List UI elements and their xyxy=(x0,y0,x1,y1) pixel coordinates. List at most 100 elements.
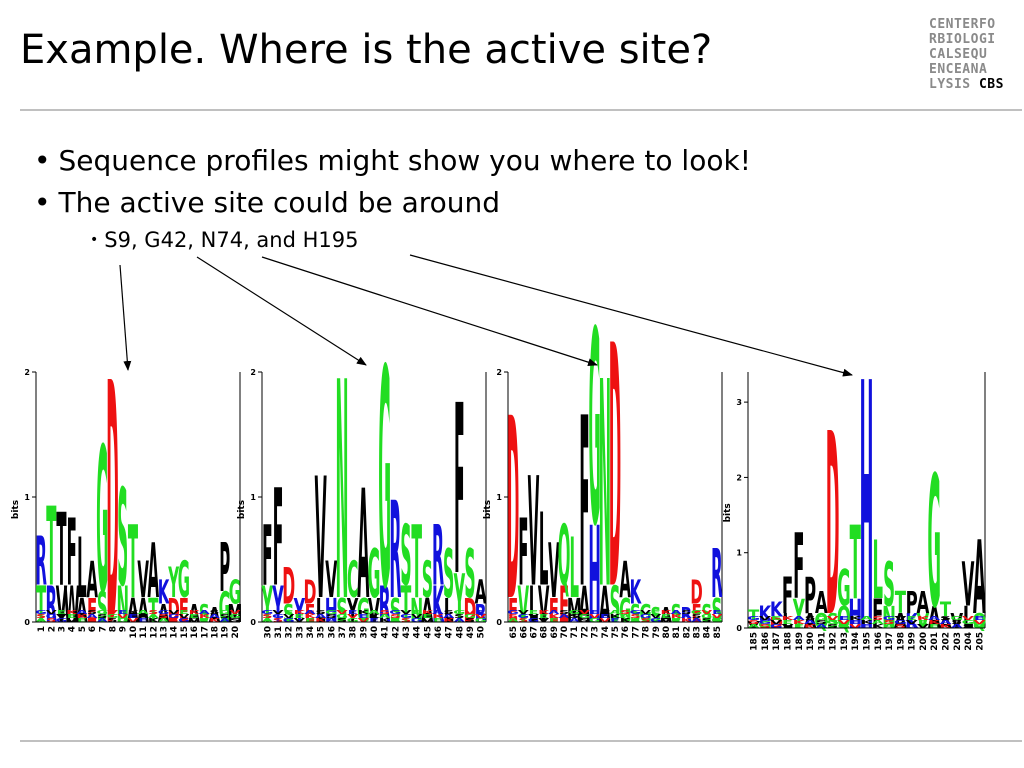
logo-letter-small: V xyxy=(589,613,601,620)
logo-letter-small: K xyxy=(939,623,952,629)
logo-letter: N xyxy=(410,593,423,631)
logo-letter: S xyxy=(336,593,347,631)
logo-letter-small: A xyxy=(569,617,581,624)
logo-letter: G xyxy=(837,558,851,617)
logo-letter-small: K xyxy=(209,617,221,623)
x-tick-label: 18 xyxy=(211,626,221,639)
logo-letter: A xyxy=(421,593,433,631)
logo-letter-small: A xyxy=(368,609,380,615)
logo-letter-small: A xyxy=(97,617,109,623)
logo-letter-small: E xyxy=(67,613,77,619)
logo-letter: D xyxy=(690,574,702,613)
x-tick-label: 20 xyxy=(231,626,241,639)
logo-letter-small: S xyxy=(559,609,569,616)
y-tick-label: 2 xyxy=(496,368,502,377)
logo-letter-small: S xyxy=(465,617,476,623)
x-tick-label: 9 xyxy=(119,626,129,632)
logo-letter-small: K xyxy=(928,619,941,625)
logo-letter: G xyxy=(368,536,381,613)
logo-letter: G xyxy=(96,406,108,639)
logo-letter-small: G xyxy=(579,613,591,620)
sub-bullet-text: S9, G42, N74, and H195 xyxy=(104,228,359,252)
x-tick-label: 199 xyxy=(908,632,918,651)
x-tick-label: 76 xyxy=(621,626,631,639)
x-tick-label: 1 xyxy=(37,626,47,632)
logo-letter-small: E xyxy=(539,613,549,620)
logo-letter: A xyxy=(973,519,986,636)
logo-letter-small: K xyxy=(860,619,873,625)
x-tick-label: 191 xyxy=(817,632,827,651)
logo-letter-small: E xyxy=(651,609,661,616)
logo-letter-small: V xyxy=(107,609,119,615)
logo-letter: A xyxy=(579,576,591,634)
logo-letter-small: V xyxy=(294,617,306,623)
logo-letter-small: K xyxy=(66,609,78,615)
logo-letter-small: A xyxy=(76,609,88,615)
logo-letter: Y xyxy=(453,561,465,638)
logo-letter-small: E xyxy=(793,623,804,629)
logo-letter-small: K xyxy=(138,613,150,619)
logo-letter-small: G xyxy=(838,623,851,629)
logo-letter-small: G xyxy=(905,623,918,629)
logo-letter-small: V xyxy=(538,617,550,624)
x-tick-label: 43 xyxy=(402,626,412,639)
logo-letter: F xyxy=(782,566,793,625)
logo-letter: S xyxy=(883,551,895,621)
logo-letter-small: E xyxy=(974,615,985,621)
logo-letter: V xyxy=(368,593,380,631)
logo-letter: L xyxy=(529,576,538,634)
logo-letter-small: V xyxy=(168,609,180,615)
logo-letter-small: A xyxy=(748,623,760,629)
logo-letter: A xyxy=(86,551,98,609)
logo-letter-small: E xyxy=(782,619,793,625)
logo-letter: V xyxy=(747,619,760,631)
x-tick-label: 14 xyxy=(170,626,180,639)
logo-letter-small: S xyxy=(169,617,179,623)
x-tick-label: 12 xyxy=(149,626,159,639)
logo-letter-small: G xyxy=(894,619,907,625)
logo-letter: L xyxy=(782,611,793,634)
logo-letter: G xyxy=(178,551,190,609)
logo-letter: A xyxy=(928,599,941,635)
x-tick-label: 65 xyxy=(509,626,519,639)
logo-letter: T xyxy=(401,576,412,634)
logo-letter-small: E xyxy=(850,619,861,625)
logo-letter-small: K xyxy=(620,617,632,624)
logo-letter-small: V xyxy=(973,619,985,625)
logo-letter-small: E xyxy=(369,617,379,623)
logo-letter: R xyxy=(475,599,487,628)
x-tick-label: 72 xyxy=(580,626,590,639)
footer-divider xyxy=(20,740,1022,742)
logo-letter-small: S xyxy=(97,613,107,619)
logo-letter-small: S xyxy=(827,623,838,629)
logo-letter: R xyxy=(711,536,722,613)
logo-letter-small: S xyxy=(46,617,56,623)
logo-letter: L xyxy=(77,520,87,617)
logo-letter: A xyxy=(939,614,953,632)
logo-letter-small: G xyxy=(962,619,975,625)
logo-letter: A xyxy=(137,592,149,631)
logo-letter: R xyxy=(432,508,444,605)
logo-letter-small: V xyxy=(894,615,906,621)
logo-letter: T xyxy=(128,505,138,621)
logo-letter-small: E xyxy=(57,609,67,615)
logo-letter-small: K xyxy=(148,617,160,623)
logo-letter: C xyxy=(347,551,358,609)
logo-letter: E xyxy=(87,592,97,631)
logo-letter: S xyxy=(443,536,454,613)
logo-letter: A xyxy=(158,599,170,628)
logo-letter-small: V xyxy=(579,609,591,616)
logo-letter: Y xyxy=(293,593,306,631)
logo-letter-small: A xyxy=(804,619,816,625)
logo-letter-small: G xyxy=(347,617,359,623)
logo-letter: E xyxy=(559,576,569,634)
logo-letter-small: S xyxy=(508,613,518,620)
logo-letter: E xyxy=(691,599,701,628)
x-tick-label: 39 xyxy=(359,626,369,639)
logo-letter: H xyxy=(848,593,862,639)
logo-letter: T xyxy=(940,599,952,622)
logo-letter-small: S xyxy=(401,617,412,623)
x-tick-label: 77 xyxy=(631,626,641,639)
logo-letter-small: V xyxy=(599,617,611,624)
